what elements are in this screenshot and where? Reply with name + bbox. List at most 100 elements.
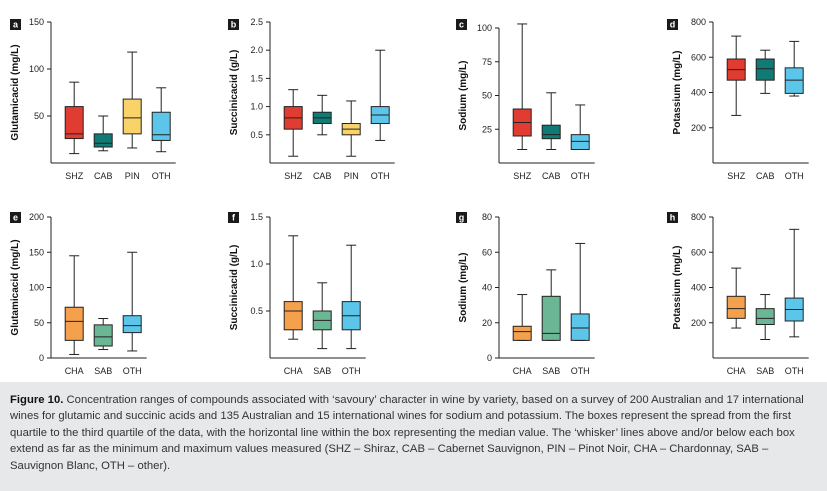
iqr-box: [283, 301, 303, 331]
box-cab: [755, 49, 775, 94]
panel-letter: h: [670, 213, 676, 223]
panel-f: f 0.5 1.0 1.5 Succinicacid (g/L) CHA SAB OTH: [228, 212, 366, 376]
y-tick-label: 50: [34, 111, 44, 121]
panel-letter: f: [232, 213, 236, 223]
x-tick-label: PIN: [125, 171, 140, 181]
x-tick-label: OTH: [342, 366, 361, 376]
y-tick-label: 800: [691, 17, 706, 27]
y-tick-label: 600: [691, 247, 706, 257]
x-tick-label: SAB: [542, 366, 560, 376]
box-sab: [541, 269, 561, 341]
x-tick-label: SAB: [94, 366, 112, 376]
x-tick-label: OTH: [123, 366, 142, 376]
box-pin: [122, 51, 142, 149]
y-tick-label: 0: [487, 353, 492, 363]
iqr-box: [122, 98, 142, 135]
box-oth: [570, 104, 590, 150]
y-axis-label: Glutamicacid (mg/L): [10, 44, 21, 140]
iqr-box: [570, 313, 590, 341]
x-tick-label: SHZ: [513, 171, 532, 181]
box-shz: [64, 81, 84, 155]
y-tick-label: 40: [482, 283, 492, 293]
box-oth: [784, 40, 804, 97]
caption-label: Figure 10.: [10, 394, 64, 406]
panel-letter: d: [670, 20, 676, 30]
x-tick-label: SAB: [756, 366, 774, 376]
x-tick-label: SAB: [313, 366, 331, 376]
box-shz: [283, 89, 303, 157]
panel-badge: [667, 212, 678, 223]
iqr-box: [512, 325, 532, 341]
iqr-box: [64, 306, 84, 341]
panel-badge: [667, 19, 678, 30]
y-axis-label: Potassium (mg/L): [672, 246, 683, 330]
y-tick-label: 25: [482, 124, 492, 134]
panel-d: d 200 400 600 800 Potassium (mg/L) SHZ CAB OTH: [667, 17, 809, 181]
y-axis-label: Potassium (mg/L): [672, 51, 683, 135]
iqr-box: [755, 58, 775, 81]
panel-badge: [10, 212, 21, 223]
y-axis-label: Succinicacid (g/L): [229, 245, 240, 331]
x-tick-label: OTH: [785, 366, 804, 376]
y-axis-label: Succinicacid (g/L): [229, 50, 240, 136]
box-sab: [93, 318, 113, 351]
box-cha: [64, 255, 84, 355]
y-tick-label: 150: [29, 247, 44, 257]
x-tick-label: CHA: [65, 366, 84, 376]
panel-b: b 0.5 1.0 1.5 2.0 2.5 Succinicacid (g/L) SHZ CAB…: [228, 17, 395, 181]
x-tick-label: OTH: [571, 171, 590, 181]
box-cab: [312, 94, 332, 136]
x-tick-label: CHA: [284, 366, 303, 376]
box-sab: [312, 282, 332, 350]
x-tick-label: PIN: [344, 171, 359, 181]
x-tick-label: OTH: [152, 171, 171, 181]
iqr-box: [755, 308, 775, 326]
iqr-box: [541, 124, 561, 140]
y-tick-label: 200: [691, 318, 706, 328]
iqr-box: [93, 324, 113, 347]
panel-badge: [228, 19, 239, 30]
y-tick-label: 1.5: [250, 212, 263, 222]
y-axis-label: Sodium (mg/L): [458, 61, 469, 131]
panel-c: c 25 50 75 100 Sodium (mg/L) SHZ CAB OTH: [456, 19, 595, 181]
panel-badge: [456, 212, 467, 223]
y-tick-label: 800: [691, 212, 706, 222]
x-tick-label: CHA: [513, 366, 532, 376]
y-tick-label: 100: [29, 283, 44, 293]
x-tick-label: CHA: [727, 366, 746, 376]
iqr-box: [151, 111, 171, 141]
iqr-box: [541, 295, 561, 341]
box-oth: [570, 242, 590, 341]
box-shz: [512, 23, 532, 150]
y-tick-label: 400: [691, 88, 706, 98]
iqr-box: [570, 134, 590, 150]
panel-badge: [456, 19, 467, 30]
x-tick-label: OTH: [371, 171, 390, 181]
y-tick-label: 100: [477, 23, 492, 33]
box-sab: [755, 294, 775, 340]
panel-h: h 200 400 600 800 Potassium (mg/L) CHA SAB OTH: [667, 212, 809, 376]
y-tick-label: 2.0: [250, 45, 263, 55]
y-tick-label: 400: [691, 283, 706, 293]
x-tick-label: OTH: [571, 366, 590, 376]
box-cab: [93, 115, 113, 152]
panel-e: e 0 50 100 150 200 Glutamicacid (mg/L) CHA SAB OT…: [10, 212, 147, 376]
box-oth: [341, 244, 361, 350]
panel-badge: [228, 212, 239, 223]
panel-letter: b: [231, 20, 237, 30]
y-tick-label: 1.0: [250, 259, 263, 269]
box-shz: [726, 35, 746, 116]
y-tick-label: 100: [29, 64, 44, 74]
iqr-box: [64, 106, 84, 140]
y-tick-label: 60: [482, 247, 492, 257]
y-tick-label: 80: [482, 212, 492, 222]
x-tick-label: SHZ: [65, 171, 84, 181]
panel-letter: e: [13, 213, 18, 223]
x-tick-label: CAB: [756, 171, 775, 181]
panel-a: a 50 100 150 Glutamicacid (mg/L) SHZ CAB PIN OTH: [10, 17, 176, 181]
y-tick-label: 0.5: [250, 130, 263, 140]
y-tick-label: 2.5: [250, 17, 263, 27]
figure-panels: a 50 100 150 Glutamicacid (mg/L) SHZ CAB PIN OTH…: [10, 17, 809, 376]
y-tick-label: 20: [482, 318, 492, 328]
box-oth: [151, 87, 171, 153]
